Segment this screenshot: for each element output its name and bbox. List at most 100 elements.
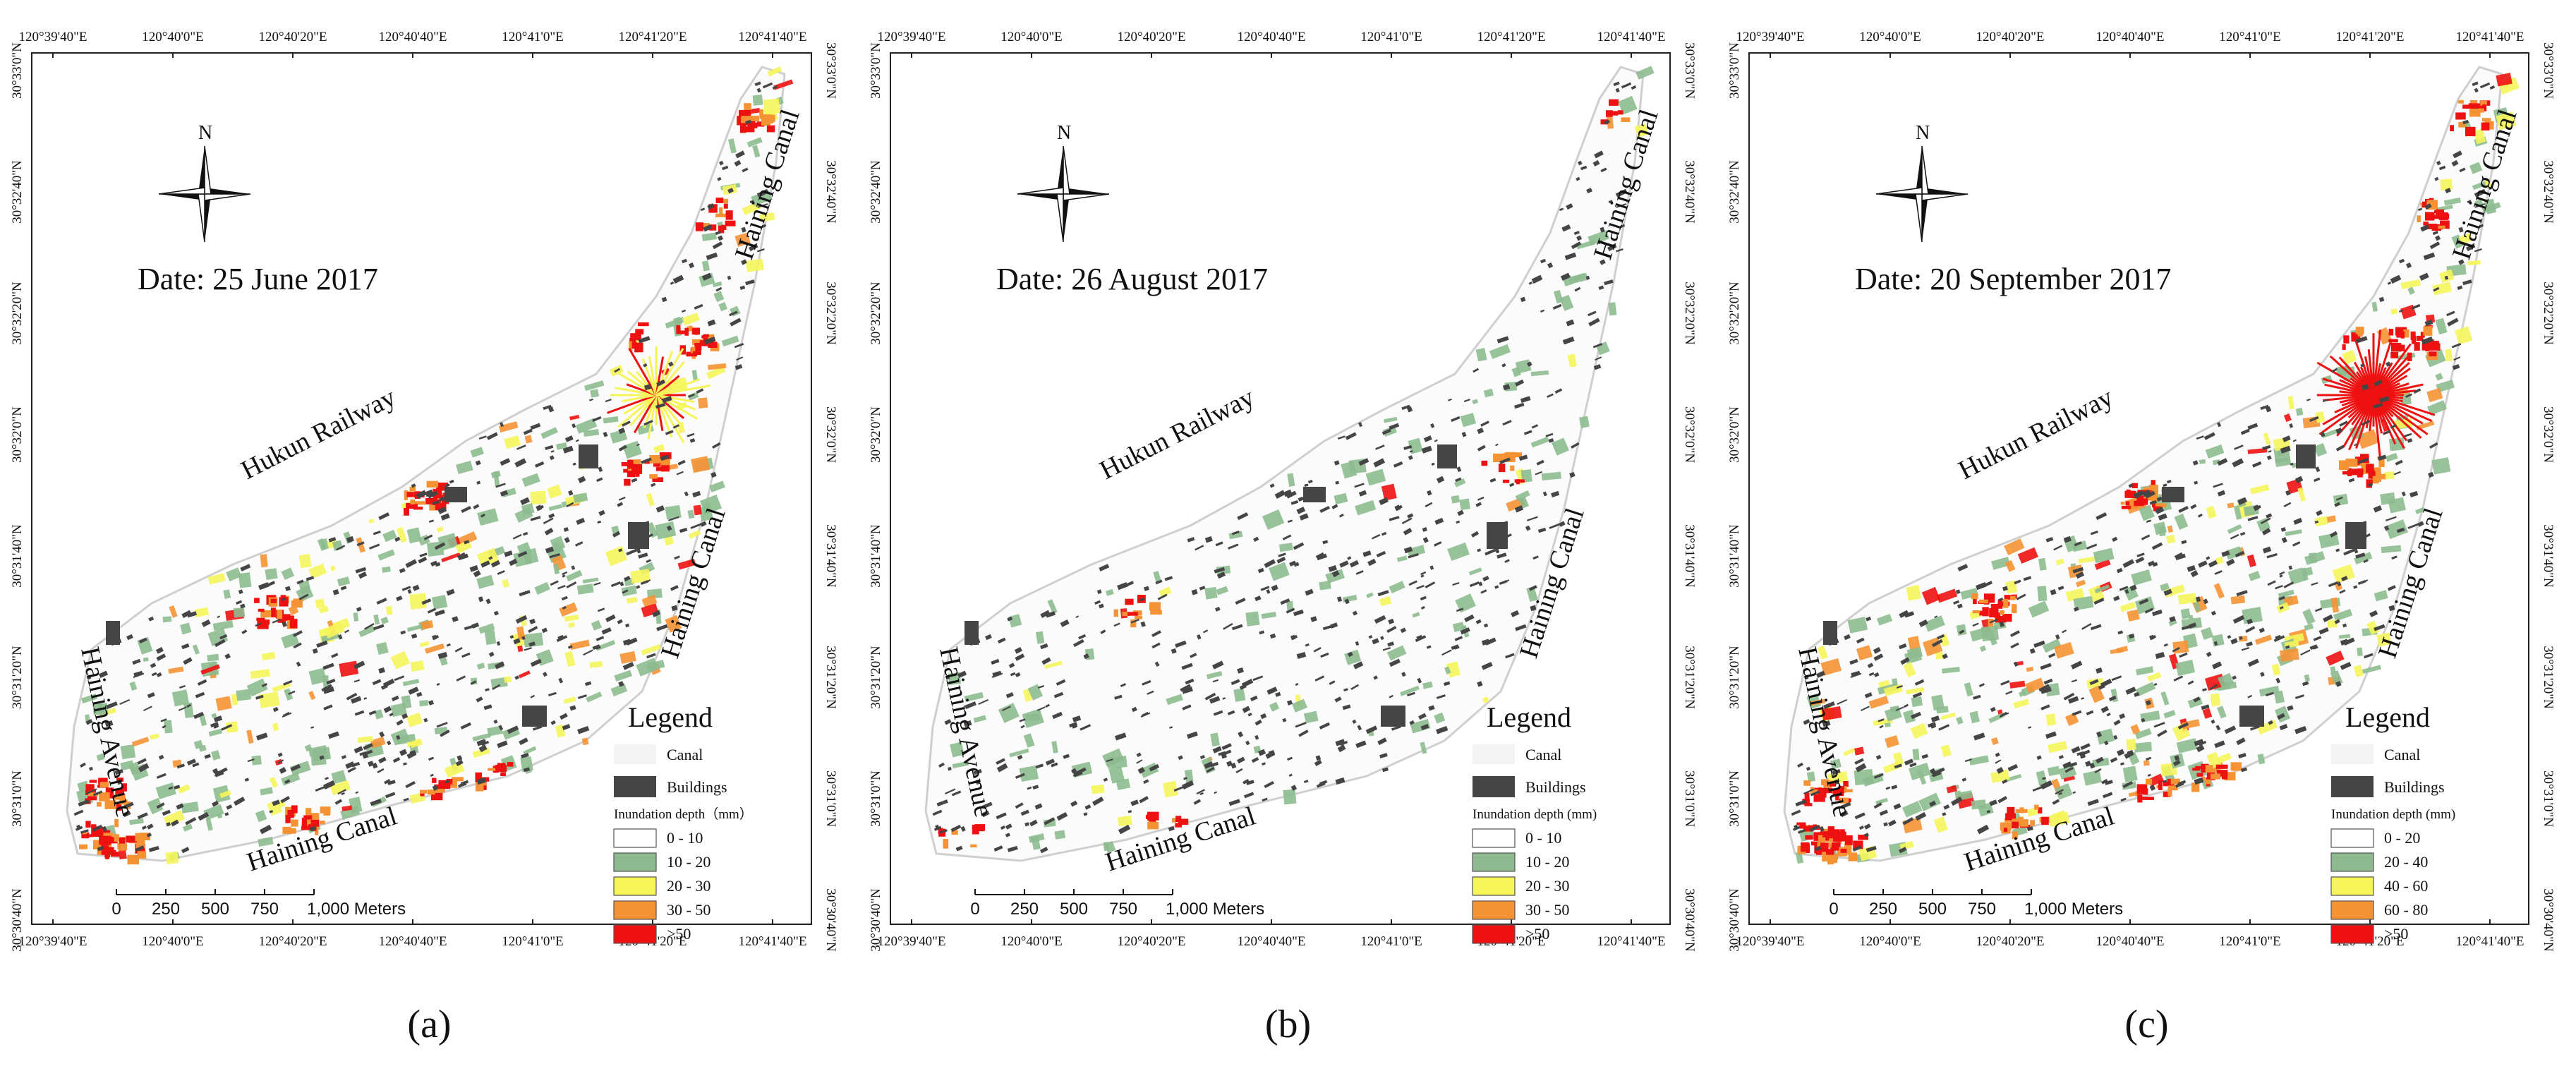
legend-class-label: 30 - 50	[1525, 901, 1569, 919]
legend-swatch	[613, 900, 657, 920]
legend-depth-heading: Inundation depth (mm)	[2331, 807, 2455, 822]
legend-depth-heading: Inundation depth (mm)	[1473, 807, 1597, 822]
north-arrow-icon: N	[1017, 122, 1110, 243]
lat-tick-label: 30°32'0"N	[1727, 406, 1742, 463]
scale-tick-label: 250	[152, 900, 180, 919]
lon-tick-label: 120°39'40"E	[1736, 30, 1805, 44]
lat-tick-label: 30°31'20"N	[1727, 646, 1742, 709]
lat-tick-label: 30°32'20"N	[10, 282, 25, 345]
lat-tick-label: 30°31'40"N	[10, 524, 25, 588]
lon-tick-label: 120°40'0"E	[142, 934, 203, 949]
caption-a: (a)	[407, 1003, 452, 1046]
lat-tick-label: 30°31'20"N	[869, 646, 883, 709]
legend-class-label: 0 - 10	[667, 829, 703, 847]
scale-tick-label: 1,000 Meters	[1166, 900, 1264, 919]
lat-tick-label: 30°31'40"N	[2541, 524, 2556, 588]
legend-class-label: >50	[2384, 925, 2408, 943]
lat-tick-label: 30°30'40"N	[10, 888, 25, 952]
legend-canal-swatch	[614, 744, 656, 764]
lon-tick-label: 120°40'0"E	[142, 30, 203, 44]
lon-tick-label: 120°40'0"E	[1859, 30, 1921, 44]
legend-title: Legend	[2345, 701, 2430, 733]
lat-tick-label: 30°33'0"N	[1727, 42, 1742, 99]
map-panel-b: 120°39'40"E 120°40'0"E 120°40'20"E 120°40'4…	[859, 0, 1717, 1071]
legend-swatch	[1472, 876, 1516, 896]
legend-swatch	[1472, 900, 1516, 920]
legend-class-label: 40 - 60	[2384, 877, 2428, 895]
lon-tick-label: 120°40'20"E	[1976, 934, 2045, 949]
scale-tick-label: 500	[1918, 900, 1947, 919]
lon-tick-label: 120°41'0"E	[2219, 30, 2280, 44]
legend-class-label: 20 - 30	[667, 877, 710, 895]
north-arrow-icon: N	[1875, 122, 1969, 243]
lon-tick-label: 120°39'40"E	[878, 30, 946, 44]
legend-class-label: 10 - 20	[667, 853, 710, 871]
lon-tick-label: 120°40'20"E	[259, 934, 327, 949]
legend-depth-classes: 0 - 10 10 - 20 20 - 30 30 - 50 >50	[1472, 828, 1569, 944]
top-lon-ticks: 120°39'40"E 120°40'0"E 120°40'20"E 120°40'4…	[878, 30, 1665, 58]
scale-bar: 0 250 500 750 1,000 Meters	[1829, 889, 2123, 919]
lat-tick-label: 30°32'40"N	[10, 160, 25, 224]
scale-tick-label: 0	[970, 900, 979, 919]
legend-swatch	[2330, 876, 2374, 896]
lon-tick-label: 120°40'20"E	[259, 30, 327, 44]
legend: Legend Canal Buildings Inundation depth …	[1472, 701, 1597, 944]
lat-tick-label: 30°32'20"N	[2541, 282, 2556, 345]
scale-tick-label: 750	[1968, 900, 1996, 919]
legend-class-label: 0 - 10	[1525, 829, 1561, 847]
lat-tick-label: 30°30'40"N	[2541, 888, 2556, 952]
lat-tick-label: 30°31'20"N	[823, 646, 838, 709]
lat-tick-label: 30°33'0"N	[10, 42, 25, 99]
inundation-patches	[1795, 73, 2520, 865]
legend-swatch	[613, 852, 657, 872]
lat-tick-label: 30°31'0"N	[1727, 770, 1742, 827]
lat-tick-label: 30°33'0"N	[823, 42, 838, 99]
date-label: Date: 25 June 2017	[138, 262, 378, 296]
legend-swatch	[613, 828, 657, 848]
scale-tick-label: 1,000 Meters	[2024, 900, 2123, 919]
legend-class-label: 60 - 80	[2384, 901, 2428, 919]
lon-tick-label: 120°40'40"E	[2096, 934, 2165, 949]
lon-tick-label: 120°41'0"E	[502, 934, 563, 949]
scale-bar: 0 250 500 750 1,000 Meters	[111, 889, 406, 919]
legend-swatch	[2330, 828, 2374, 848]
legend-buildings-label: Buildings	[667, 778, 727, 796]
map-panel-a: 120°39'40"E 120°40'0"E 120°40'20"E 120°40'4…	[0, 0, 859, 1071]
legend-swatch	[613, 876, 657, 896]
lon-tick-label: 120°41'20"E	[2336, 30, 2405, 44]
building-footprints	[73, 81, 778, 854]
legend-depth-classes: 0 - 20 20 - 40 40 - 60 60 - 80 >50	[2330, 828, 2428, 944]
scale-bar: 0 250 500 750 1,000 Meters	[970, 889, 1264, 919]
scale-tick-label: 500	[1060, 900, 1088, 919]
scale-tick-label: 1,000 Meters	[307, 900, 406, 919]
lat-tick-label: 30°31'0"N	[2541, 770, 2556, 827]
legend: Legend Canal Buildings Inundation depth …	[2330, 701, 2455, 944]
lat-tick-label: 30°32'40"N	[823, 160, 838, 224]
lat-tick-label: 30°31'0"N	[823, 770, 838, 827]
lon-tick-label: 120°40'20"E	[1118, 934, 1186, 949]
lat-tick-label: 30°30'40"N	[823, 888, 838, 952]
legend-canal-label: Canal	[1525, 746, 1561, 763]
caption-c: (c)	[2124, 1003, 2169, 1046]
legend-class-label: 0 - 20	[2384, 829, 2420, 847]
legend-buildings-swatch	[1473, 776, 1515, 797]
legend-canal-swatch	[1473, 744, 1515, 764]
map-svg-a: 120°39'40"E 120°40'0"E 120°40'20"E 120°40'4…	[10, 30, 838, 952]
lon-tick-label: 120°40'40"E	[1238, 30, 1306, 44]
lat-tick-label: 30°32'40"N	[1727, 160, 1742, 224]
legend-buildings-swatch	[614, 776, 656, 797]
right-lat-ticks: 30°33'0"N 30°32'40"N 30°32'20"N 30°32'0"N 30…	[2541, 42, 2556, 952]
legend-swatch	[1472, 852, 1516, 872]
lat-tick-label: 30°32'20"N	[1682, 282, 1697, 345]
map-svg-c: 120°39'40"E 120°40'0"E 120°40'20"E 120°40'4…	[1727, 30, 2556, 952]
lat-tick-label: 30°31'40"N	[1727, 524, 1742, 588]
legend-canal-label: Canal	[667, 746, 703, 763]
left-lat-ticks: 30°33'0"N 30°32'40"N 30°32'20"N 30°32'0"N 30…	[869, 42, 883, 952]
legend-buildings-swatch	[2331, 776, 2374, 797]
lon-tick-label: 120°41'0"E	[2219, 934, 2280, 949]
building-footprints	[1791, 81, 2496, 854]
study-area	[66, 66, 786, 862]
lon-tick-label: 120°40'0"E	[1000, 30, 1062, 44]
left-lat-ticks: 30°33'0"N 30°32'40"N 30°32'20"N 30°32'0"N 30…	[1727, 42, 1742, 952]
lat-tick-label: 30°32'40"N	[2541, 160, 2556, 224]
